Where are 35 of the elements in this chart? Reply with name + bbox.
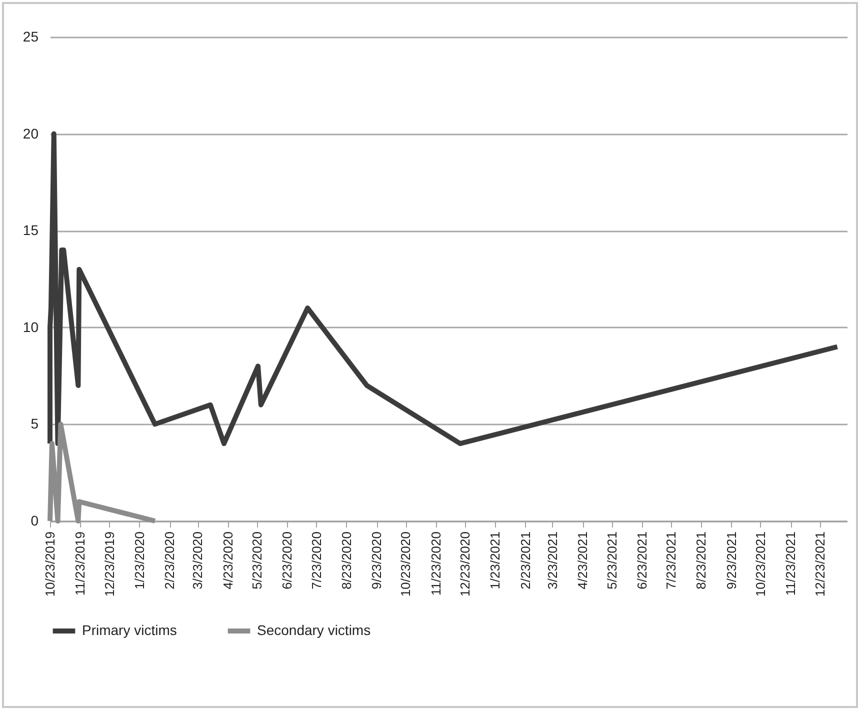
- y-tick-label: 5: [30, 416, 39, 432]
- x-tick-label: 11/23/2021: [783, 532, 798, 596]
- x-tick-label: 1/23/2021: [488, 532, 503, 590]
- y-tick-label: 20: [22, 125, 39, 142]
- x-tick-label: 10/23/2021: [752, 532, 768, 597]
- y-tick-label: 25: [22, 28, 39, 44]
- x-tick-label: 5/23/2021: [604, 532, 620, 590]
- y-tick-label: 10: [22, 318, 39, 335]
- x-tick-label: 8/23/2021: [694, 532, 709, 590]
- x-tick-label: 2/23/2020: [162, 532, 178, 590]
- x-tick-label: 6/23/2021: [634, 532, 650, 590]
- x-tick-label: 3/23/2021: [545, 532, 560, 590]
- x-tick-label: 7/23/2021: [664, 532, 679, 590]
- x-tick-label: 4/23/2021: [575, 532, 590, 590]
- x-tick-label: 8/23/2020: [338, 532, 354, 590]
- x-tick-label: 4/23/2020: [220, 532, 236, 590]
- y-tick-label: 15: [22, 222, 39, 238]
- x-tick-label: 11/23/2020: [428, 532, 444, 596]
- x-tick-label: 2/23/2021: [518, 532, 533, 590]
- x-tick-label: 12/23/2019: [102, 532, 117, 597]
- x-tick-label: 12/23/2020: [458, 532, 473, 597]
- x-tick-label: 5/23/2020: [250, 532, 265, 590]
- x-tick-label: 10/23/2019: [42, 532, 58, 597]
- x-tick-label: 3/23/2020: [190, 532, 206, 590]
- legend-label: Primary victims: [82, 622, 177, 638]
- x-tick-label: 11/23/2019: [72, 532, 88, 596]
- x-tick-label: 7/23/2020: [308, 532, 324, 590]
- x-tick-label: 1/23/2020: [132, 532, 147, 590]
- y-tick-label: 0: [30, 512, 39, 528]
- x-tick-label: 9/23/2021: [724, 532, 739, 590]
- x-tick-label: 10/23/2020: [398, 532, 414, 597]
- legend-label: Secondary victims: [257, 622, 371, 638]
- x-tick-label: 6/23/2020: [280, 532, 295, 590]
- x-tick-label: 12/23/2021: [812, 532, 828, 597]
- x-tick-label: 9/23/2020: [369, 532, 384, 590]
